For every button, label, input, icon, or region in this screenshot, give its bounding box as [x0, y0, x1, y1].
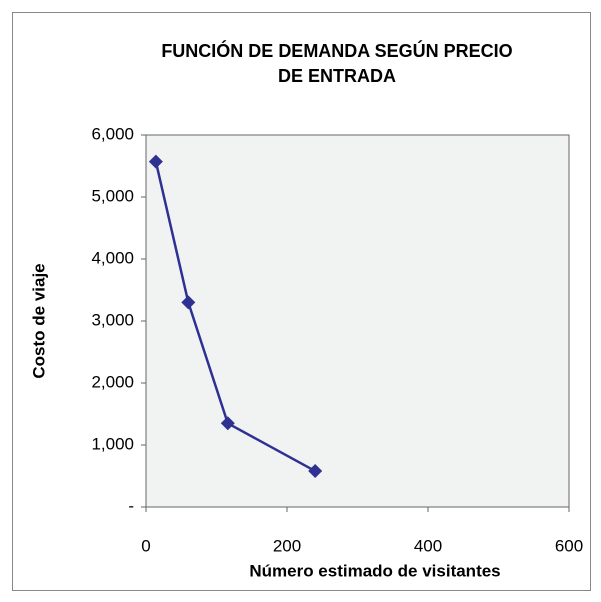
- y-tick-label: 6,000: [91, 124, 134, 143]
- y-tick-label: 4,000: [91, 248, 134, 267]
- x-axis-label: Número estimado de visitantes: [249, 561, 500, 580]
- y-tick-label: -: [128, 496, 134, 515]
- marker: [308, 464, 323, 479]
- y-tick-label: 3,000: [91, 310, 134, 329]
- marker: [148, 154, 163, 169]
- y-tick-label: 5,000: [91, 186, 134, 205]
- marker: [181, 295, 196, 310]
- x-tick-label: 200: [273, 536, 301, 555]
- x-tick-label: 600: [555, 536, 583, 555]
- plot-area: [145, 134, 570, 508]
- chart-title: FUNCIÓN DE DEMANDA SEGÚN PRECIO: [161, 40, 512, 61]
- series-line: [154, 161, 316, 473]
- marker: [220, 416, 235, 431]
- chart-title: DE ENTRADA: [278, 66, 396, 86]
- y-axis-label: Costo de viaje: [29, 263, 48, 378]
- x-tick-label: 0: [141, 536, 150, 555]
- y-tick-label: 1,000: [91, 434, 134, 453]
- y-tick-label: 2,000: [91, 372, 134, 391]
- x-tick-label: 400: [414, 536, 442, 555]
